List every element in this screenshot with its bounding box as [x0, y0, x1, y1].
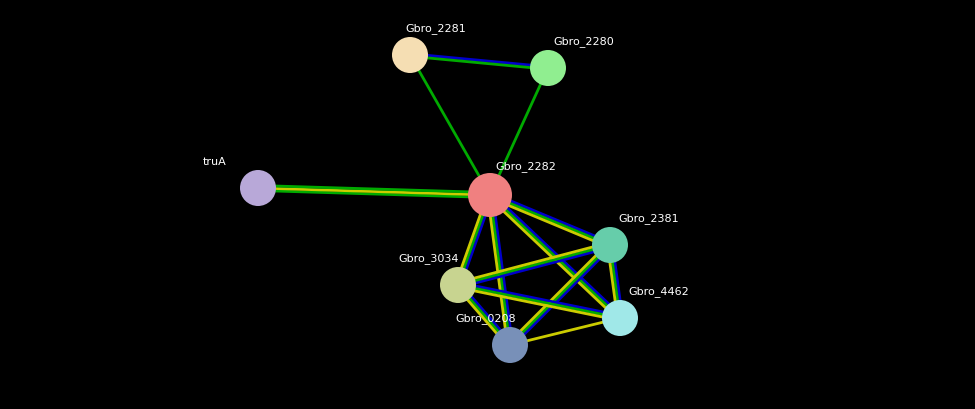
Circle shape [240, 170, 276, 206]
Circle shape [592, 227, 628, 263]
Circle shape [602, 300, 638, 336]
Circle shape [392, 37, 428, 73]
Circle shape [440, 267, 476, 303]
Text: truA: truA [203, 157, 227, 167]
Circle shape [492, 327, 528, 363]
Circle shape [468, 173, 512, 217]
Text: Gbro_4462: Gbro_4462 [628, 287, 688, 297]
Text: Gbro_2281: Gbro_2281 [405, 24, 466, 34]
Text: Gbro_2280: Gbro_2280 [553, 36, 613, 47]
Circle shape [530, 50, 566, 86]
Text: Gbro_2282: Gbro_2282 [495, 162, 556, 173]
Text: Gbro_3034: Gbro_3034 [398, 254, 458, 265]
Text: Gbro_2381: Gbro_2381 [618, 213, 679, 225]
Text: Gbro_0208: Gbro_0208 [455, 314, 516, 324]
